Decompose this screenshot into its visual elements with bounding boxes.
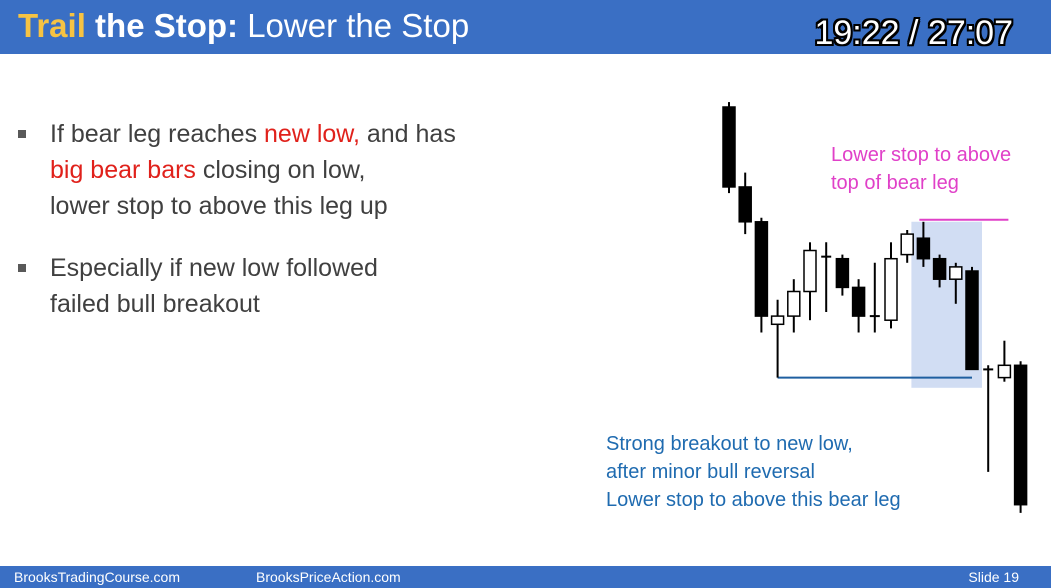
annotation-stop-note: Lower stop to above top of bear leg: [831, 141, 1011, 197]
bullet-highlight-text: new low,: [264, 120, 360, 148]
annotation-breakout-line2: after minor bull reversal: [606, 461, 815, 483]
annotation-stop-line2: top of bear leg: [831, 172, 959, 194]
annotation-breakout-line1: Strong breakout to new low,: [606, 433, 853, 455]
bullet-list: If bear leg reaches new low, and has big …: [18, 116, 538, 348]
video-timer: 19:22 / 27:07: [814, 14, 1013, 52]
bear-candle: [738, 186, 752, 223]
bear-candle: [916, 237, 931, 260]
bear-candle: [1013, 364, 1028, 506]
bear-candle: [835, 257, 850, 289]
slide-number: Slide 19: [968, 569, 1019, 585]
bear-candle: [754, 221, 769, 317]
title-lower-the-stop: Lower the Stop: [238, 7, 470, 44]
bullet-item: If bear leg reaches new low, and has big …: [18, 116, 538, 224]
bullet-text: closing on low,: [195, 156, 366, 184]
bullet-text: If bear leg reaches: [50, 120, 265, 148]
bullet-item: Especially if new low followed failed bul…: [18, 250, 538, 322]
footer-link-course[interactable]: BrooksTradingCourse.com: [14, 569, 180, 585]
slide-footer: BrooksTradingCourse.com BrooksPriceActio…: [0, 566, 1051, 588]
bullet-square-icon: [18, 264, 26, 272]
bullet-text: failed bull breakout: [50, 290, 260, 318]
annotation-breakout-line3: Lower stop to above this bear leg: [606, 489, 901, 511]
annotation-breakout-note: Strong breakout to new low, after minor …: [606, 430, 901, 514]
title-the-stop: the Stop:: [85, 7, 239, 44]
title-trail: Trail: [18, 7, 86, 44]
bullet-text: Especially if new low followed: [50, 254, 378, 282]
bullet-text: and has: [359, 120, 456, 148]
slide-header: Trail the Stop: Lower the Stop 19:22 / 2…: [0, 0, 1051, 54]
bear-candle: [722, 106, 736, 188]
bullet-highlight-text: big bear bars: [50, 156, 196, 184]
bull-candle: [884, 257, 898, 321]
bear-candle: [965, 270, 979, 371]
bear-candle: [932, 257, 947, 280]
annotation-stop-line1: Lower stop to above: [831, 144, 1012, 166]
bullet-square-icon: [18, 130, 26, 138]
bull-candle: [770, 315, 785, 326]
bear-candle: [851, 286, 866, 317]
bull-candle: [787, 290, 801, 317]
bull-candle: [803, 249, 817, 293]
footer-link-priceaction[interactable]: BrooksPriceAction.com: [256, 569, 401, 585]
bullet-text: lower stop to above this leg up: [50, 192, 388, 220]
bull-candle: [997, 364, 1012, 379]
slide-title: Trail the Stop: Lower the Stop: [18, 4, 469, 48]
bull-candle: [900, 233, 914, 256]
bull-candle: [949, 266, 963, 280]
